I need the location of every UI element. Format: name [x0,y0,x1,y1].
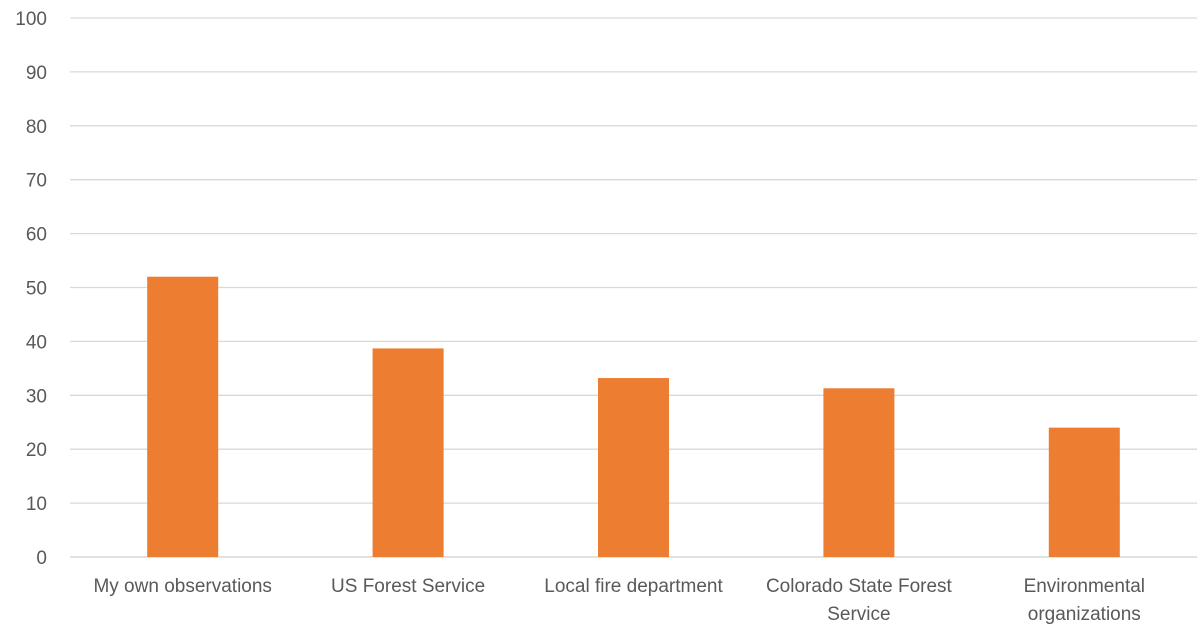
y-tick-label: 40 [26,332,47,353]
x-category-label: Local fire department [544,576,723,597]
x-category-label: My own observations [93,576,271,597]
bar [147,276,219,557]
y-tick-label: 80 [26,117,47,138]
x-category-label: organizations [1028,604,1141,625]
bar [372,348,444,557]
y-tick-label: 60 [26,225,47,246]
y-tick-label: 20 [26,440,47,461]
y-tick-label: 50 [26,279,47,300]
y-tick-label: 90 [26,63,47,84]
y-tick-label: 70 [26,171,47,192]
gridlines [70,17,1197,558]
y-tick-label: 10 [26,494,47,515]
x-category-label: Colorado State Forest [766,576,953,597]
bar [1048,427,1120,557]
y-tick-label: 100 [15,9,47,30]
bars [147,276,1120,557]
bar [823,388,895,557]
y-axis-tick-labels: 0 10 20 30 40 50 60 70 80 90 100 [15,9,47,569]
x-category-label: US Forest Service [331,576,485,597]
y-tick-label: 30 [26,386,47,407]
x-axis-category-labels: My own observations US Forest Service Loca… [93,576,1145,625]
x-category-label: Service [827,604,890,625]
x-category-label: Environmental [1024,576,1145,597]
y-tick-label: 0 [36,548,47,569]
bar [598,378,669,557]
